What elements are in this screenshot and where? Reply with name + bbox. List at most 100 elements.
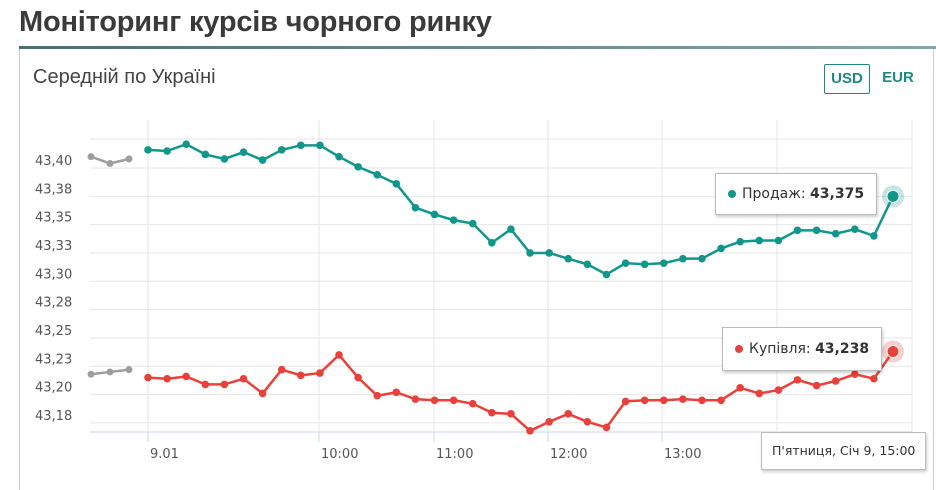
data-point[interactable] bbox=[564, 410, 573, 418]
data-point[interactable] bbox=[468, 219, 477, 228]
data-point[interactable] bbox=[220, 380, 229, 389]
data-point[interactable] bbox=[793, 226, 802, 235]
buy-tooltip-value: 43,238 bbox=[815, 341, 870, 357]
data-point[interactable] bbox=[335, 152, 343, 161]
data-point[interactable] bbox=[297, 141, 305, 150]
data-point[interactable] bbox=[793, 376, 802, 384]
data-point[interactable] bbox=[449, 216, 458, 224]
data-point[interactable] bbox=[870, 232, 878, 240]
data-point[interactable] bbox=[277, 146, 286, 154]
data-point[interactable] bbox=[258, 389, 267, 398]
data-point[interactable] bbox=[239, 148, 248, 156]
data-point[interactable] bbox=[297, 371, 305, 380]
data-point[interactable] bbox=[659, 259, 668, 267]
sell-legend-dot-icon bbox=[728, 190, 736, 198]
data-point[interactable] bbox=[373, 170, 382, 179]
chart-card bbox=[19, 49, 934, 490]
data-point[interactable] bbox=[373, 391, 382, 400]
data-point[interactable] bbox=[850, 370, 859, 379]
data-point[interactable] bbox=[812, 381, 821, 390]
data-point[interactable] bbox=[870, 374, 878, 383]
data-point[interactable] bbox=[679, 395, 687, 403]
data-point[interactable] bbox=[430, 210, 439, 219]
data-point[interactable] bbox=[354, 373, 362, 382]
usd-button[interactable]: USD bbox=[824, 64, 870, 94]
data-point[interactable] bbox=[163, 147, 171, 155]
data-point[interactable] bbox=[564, 254, 573, 263]
data-point[interactable] bbox=[774, 386, 783, 394]
y-tick-label: 43,18 bbox=[35, 409, 72, 424]
data-point[interactable] bbox=[736, 237, 744, 246]
eur-button[interactable]: EUR bbox=[882, 69, 914, 86]
data-point[interactable] bbox=[774, 236, 783, 245]
data-point[interactable] bbox=[621, 397, 630, 406]
data-point[interactable] bbox=[602, 423, 611, 432]
sell-tooltip-label: Продаж: bbox=[742, 186, 806, 202]
data-point[interactable] bbox=[526, 249, 534, 257]
data-point[interactable] bbox=[640, 396, 649, 405]
data-point[interactable] bbox=[507, 410, 515, 418]
data-point[interactable] bbox=[717, 396, 725, 405]
data-point[interactable] bbox=[755, 236, 764, 245]
data-point[interactable] bbox=[316, 141, 324, 150]
data-point[interactable] bbox=[488, 408, 496, 417]
data-point[interactable] bbox=[163, 374, 171, 383]
data-point[interactable] bbox=[602, 270, 611, 279]
data-point[interactable] bbox=[201, 150, 210, 159]
data-point[interactable] bbox=[507, 225, 515, 233]
data-point[interactable] bbox=[468, 399, 477, 408]
data-point[interactable] bbox=[679, 254, 687, 263]
data-point[interactable] bbox=[411, 203, 420, 212]
date-tooltip: П'ятниця, Січ 9, 15:00 bbox=[761, 432, 927, 470]
data-point[interactable] bbox=[258, 156, 267, 164]
page-title: Моніторинг курсів чорного ринку bbox=[19, 6, 492, 38]
data-point[interactable] bbox=[545, 417, 553, 426]
data-point[interactable] bbox=[831, 377, 840, 385]
y-tick-label: 43,25 bbox=[35, 324, 72, 339]
title-divider bbox=[19, 46, 936, 49]
data-point[interactable] bbox=[755, 389, 764, 398]
y-tick-label: 43,30 bbox=[35, 267, 72, 282]
data-point[interactable] bbox=[526, 427, 534, 435]
series-line bbox=[147, 350, 895, 433]
data-point[interactable] bbox=[545, 249, 553, 257]
data-point[interactable] bbox=[621, 259, 630, 267]
data-point[interactable] bbox=[316, 369, 324, 377]
data-point[interactable] bbox=[698, 396, 706, 405]
data-point[interactable] bbox=[335, 351, 343, 359]
buy-legend-dot-icon bbox=[735, 345, 743, 353]
data-point[interactable] bbox=[182, 140, 191, 149]
data-point[interactable] bbox=[583, 417, 592, 426]
data-point[interactable] bbox=[640, 260, 649, 269]
data-point[interactable] bbox=[812, 226, 821, 235]
buy-tooltip: Купівля: 43,238 bbox=[722, 327, 883, 371]
data-point[interactable] bbox=[182, 372, 191, 381]
data-point[interactable] bbox=[201, 380, 210, 389]
data-point[interactable] bbox=[144, 373, 152, 382]
data-point[interactable] bbox=[449, 396, 458, 405]
data-point[interactable] bbox=[583, 260, 592, 269]
data-point[interactable] bbox=[831, 229, 840, 238]
y-tick-label: 43,33 bbox=[35, 239, 72, 254]
data-point[interactable] bbox=[220, 155, 229, 163]
series-line bbox=[147, 142, 895, 276]
data-point[interactable] bbox=[411, 395, 420, 403]
data-point[interactable] bbox=[277, 365, 286, 374]
data-point[interactable] bbox=[392, 180, 401, 188]
data-point[interactable] bbox=[736, 384, 744, 392]
data-point[interactable] bbox=[239, 374, 248, 383]
x-tick-label: 11:00 bbox=[436, 447, 473, 462]
data-point[interactable] bbox=[850, 225, 859, 233]
y-tick-label: 43,20 bbox=[35, 381, 72, 396]
data-point[interactable] bbox=[144, 146, 152, 154]
data-point[interactable] bbox=[354, 163, 362, 171]
data-point[interactable] bbox=[392, 388, 401, 397]
data-point[interactable] bbox=[659, 396, 668, 405]
x-tick-label: 10:00 bbox=[321, 447, 358, 462]
data-point[interactable] bbox=[488, 238, 496, 247]
data-point[interactable] bbox=[698, 254, 706, 263]
data-point[interactable] bbox=[430, 396, 439, 405]
data-point[interactable] bbox=[717, 244, 725, 253]
y-tick-label: 43,38 bbox=[35, 182, 72, 197]
